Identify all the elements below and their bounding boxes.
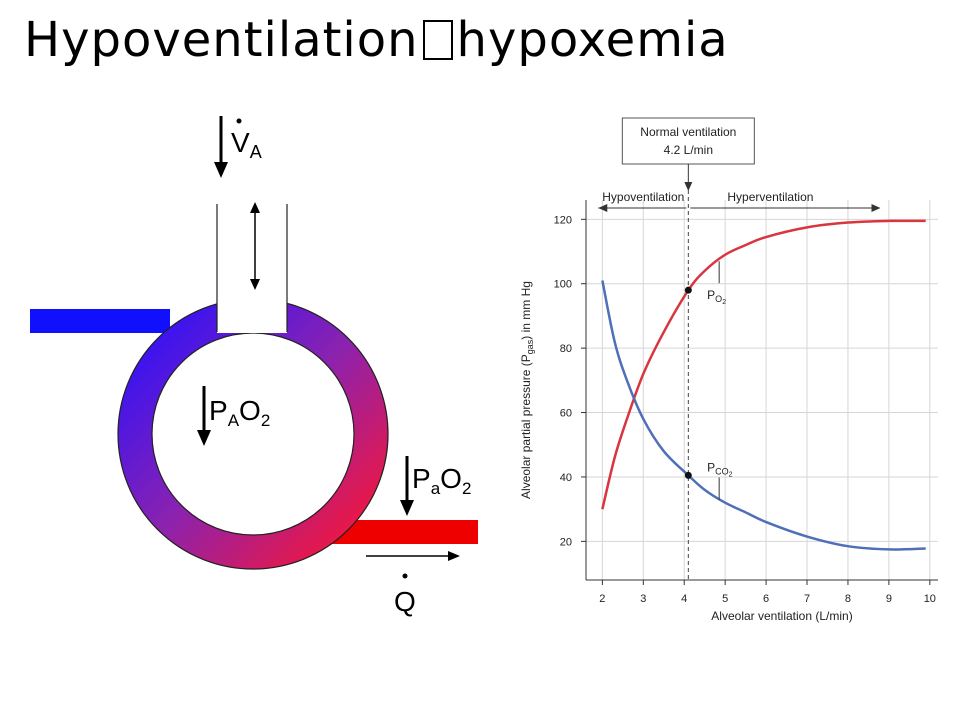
x-tick-label: 9 xyxy=(886,593,892,605)
svg-text:PO2: PO2 xyxy=(707,288,726,306)
x-tick-label: 6 xyxy=(763,593,769,605)
chart-grid xyxy=(586,200,938,580)
hypoventilation-label: Hypoventilation xyxy=(602,190,684,204)
x-tick-label: 7 xyxy=(804,593,810,605)
airway xyxy=(217,200,287,333)
y-tick-label: 80 xyxy=(560,343,572,355)
y-tick-label: 20 xyxy=(560,536,572,548)
y-tick-label: 120 xyxy=(554,214,572,226)
svg-text:PCO2: PCO2 xyxy=(707,460,733,478)
perfusion-label: Q xyxy=(394,586,416,617)
hyperventilation-label: Hyperventilation xyxy=(727,190,813,204)
hypoventilation-region: Hypoventilation xyxy=(598,190,687,212)
y-tick-label: 100 xyxy=(554,279,572,291)
arterial-po2-label: PaO2 xyxy=(412,463,471,498)
arterial-vessel xyxy=(330,520,478,544)
alveolus-diagram: VA PAO2 PaO2 xyxy=(30,116,478,617)
x-tick-label: 10 xyxy=(924,593,936,605)
normal-ventilation-callout: Normal ventilation 4.2 L/min xyxy=(621,117,755,191)
ventilation-label: VA xyxy=(231,127,262,162)
hyperventilation-region: Hyperventilation xyxy=(690,190,881,212)
y-ticks: 20 40 60 80 100 120 xyxy=(554,214,586,548)
pco2-normal-marker xyxy=(684,471,692,479)
slide-title: Hypoventilation hypoxemia xyxy=(24,12,729,68)
normal-ventilation-label: Normal ventilation xyxy=(640,125,736,139)
x-tick-label: 8 xyxy=(845,593,851,605)
venous-vessel xyxy=(30,309,170,333)
alveolus-inner-edge xyxy=(151,332,355,536)
x-tick-label: 4 xyxy=(681,593,687,605)
pco2-curve xyxy=(601,280,926,551)
ventilation-dot xyxy=(236,118,242,124)
pco2-series-label: PCO2 xyxy=(707,460,733,500)
po2-curve xyxy=(601,219,926,510)
arterial-po2-arrow xyxy=(400,456,414,516)
po2-series-label: PO2 xyxy=(707,261,726,306)
arrow-box-icon xyxy=(422,20,453,60)
perfusion-arrow xyxy=(366,551,460,561)
alveolar-po2-label: PAO2 xyxy=(209,395,270,430)
x-axis-title: Alveolar ventilation (L/min) xyxy=(711,609,852,623)
y-tick-label: 40 xyxy=(560,472,572,484)
ventilation-arrow xyxy=(214,116,228,178)
title-left: Hypoventilation xyxy=(24,12,419,68)
y-tick-label: 60 xyxy=(560,408,572,420)
airway-double-arrow xyxy=(250,202,260,290)
alveolar-po2-arrow xyxy=(197,386,211,446)
x-tick-label: 5 xyxy=(722,593,728,605)
x-ticks: 2 3 4 5 6 7 8 9 10 xyxy=(599,580,936,605)
perfusion-dot xyxy=(402,573,408,579)
x-tick-label: 2 xyxy=(599,593,605,605)
title-right: hypoxemia xyxy=(456,12,729,68)
ventilation-chart: 2 3 4 5 6 7 8 9 10 20 40 60 80 100 120 Alveolar venti… xyxy=(519,117,938,623)
y-axis-title: Alveolar partial pressure (Pgas) in mm H… xyxy=(519,281,535,499)
normal-ventilation-value: 4.2 L/min xyxy=(664,143,713,157)
x-tick-label: 3 xyxy=(640,593,646,605)
po2-normal-marker xyxy=(684,286,692,294)
